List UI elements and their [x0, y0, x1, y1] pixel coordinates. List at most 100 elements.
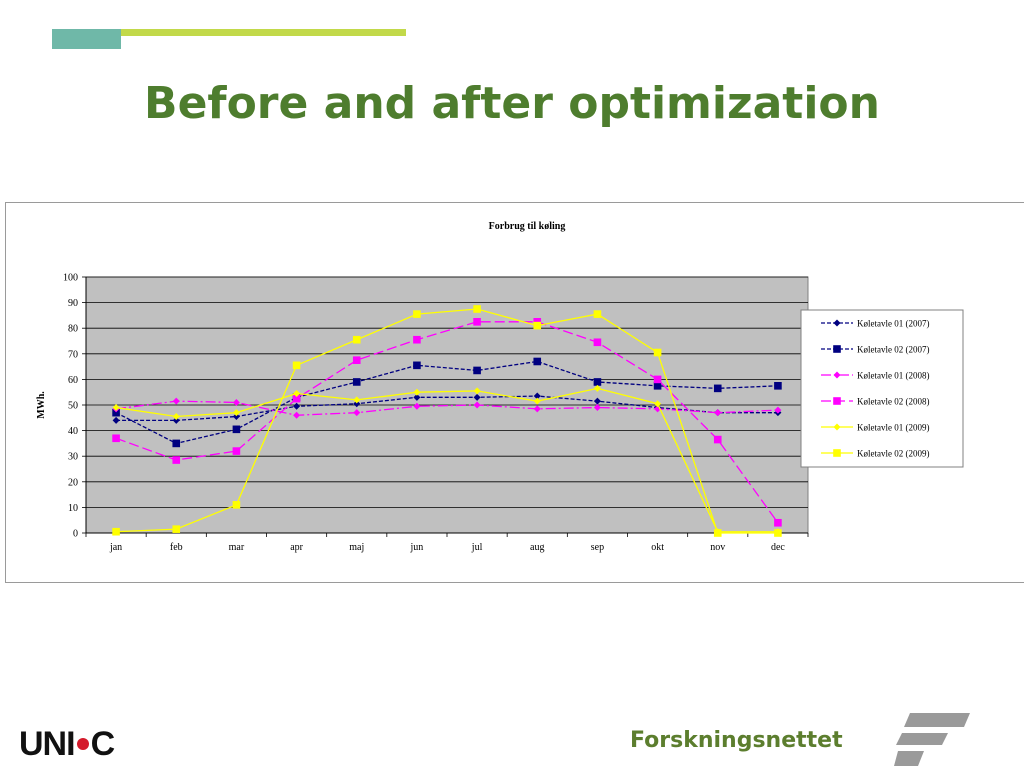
- series-6: [112, 305, 782, 537]
- data-point: [533, 321, 542, 330]
- unic-logo-dot: [76, 737, 89, 750]
- legend-label: Køletavle 01 (2008): [857, 371, 929, 381]
- data-point: [413, 393, 421, 401]
- data-point: [172, 416, 180, 424]
- data-point: [533, 405, 541, 413]
- data-point: [112, 527, 120, 536]
- series-line: [115, 321, 779, 524]
- y-tick-label: 60: [68, 375, 78, 386]
- data-point: [653, 382, 662, 390]
- data-point: [774, 518, 782, 527]
- x-tick-label: jul: [471, 542, 483, 553]
- data-point: [533, 318, 542, 326]
- legend-item: Køletavle 02 (2008): [821, 397, 929, 407]
- series-line: [116, 308, 778, 534]
- data-point: [593, 384, 601, 392]
- y-tick-label: 90: [68, 298, 78, 309]
- data-point: [593, 404, 601, 412]
- x-tick-label: aug: [530, 542, 544, 553]
- legend-marker: [833, 397, 841, 405]
- x-tick-label: dec: [771, 542, 785, 553]
- data-point: [172, 525, 181, 533]
- data-point: [413, 361, 421, 370]
- legend-label: Køletavle 01 (2009): [857, 423, 929, 433]
- legend-box: [800, 309, 964, 468]
- y-axis-label: MWh.: [36, 391, 47, 419]
- data-point: [172, 456, 181, 464]
- legend-marker: [833, 449, 841, 457]
- data-point: [293, 402, 301, 410]
- data-point: [413, 310, 421, 318]
- x-tick-label: apr: [290, 542, 303, 553]
- legend-label: Køletavle 02 (2009): [857, 449, 929, 459]
- series-line: [115, 387, 778, 533]
- series-line: [116, 400, 778, 416]
- data-point: [112, 404, 120, 412]
- series-line: [116, 395, 778, 422]
- data-point: [473, 387, 481, 395]
- data-point: [654, 400, 662, 408]
- data-point: [714, 409, 722, 417]
- y-tick-label: 10: [68, 503, 78, 514]
- series-line: [115, 360, 778, 445]
- x-tick-label: maj: [349, 542, 364, 553]
- data-point: [172, 413, 180, 421]
- legend-item: Køletavle 02 (2007): [821, 345, 929, 355]
- data-point: [293, 389, 301, 397]
- data-point: [232, 425, 241, 434]
- data-point: [473, 366, 481, 375]
- unic-logo-text-uni: UNI: [19, 725, 76, 763]
- data-point: [112, 416, 120, 424]
- legend-label: Køletavle 02 (2007): [857, 345, 929, 355]
- legend-item: Køletavle 01 (2007): [821, 319, 929, 329]
- y-tick-label: 80: [68, 324, 78, 335]
- data-point: [413, 335, 421, 344]
- legend-item: Køletavle 02 (2009): [821, 449, 929, 459]
- data-point: [713, 384, 722, 393]
- title-accent-line: [121, 29, 406, 36]
- y-tick-label: 70: [68, 349, 78, 360]
- legend-marker: [833, 319, 841, 327]
- data-point: [413, 388, 421, 396]
- data-point: [593, 378, 602, 386]
- data-point: [473, 318, 481, 326]
- data-point: [533, 357, 542, 366]
- data-point: [353, 396, 361, 404]
- legend-marker: [833, 345, 841, 353]
- y-tick-label: 50: [68, 401, 78, 412]
- data-point: [352, 335, 361, 344]
- data-point: [232, 447, 241, 455]
- x-tick-label: mar: [229, 542, 245, 553]
- legend-marker: [833, 371, 841, 379]
- data-point: [292, 361, 301, 370]
- data-point: [292, 394, 301, 403]
- data-point: [232, 501, 241, 509]
- data-point: [232, 413, 240, 421]
- chart-frame: Forbrug til køling 0 10 20 30 40 50 60 70 80 90 100…: [5, 202, 1024, 583]
- data-point: [353, 400, 361, 408]
- x-tick-label: okt: [651, 542, 664, 553]
- data-point: [352, 356, 361, 364]
- legend-item: Køletavle 01 (2009): [821, 423, 929, 433]
- data-point: [774, 529, 782, 537]
- slide-title: Before and after optimization: [144, 78, 880, 129]
- line-chart: Forbrug til køling 0 10 20 30 40 50 60 70 80 90 100…: [36, 221, 964, 553]
- data-point: [774, 382, 782, 390]
- data-point: [593, 338, 602, 347]
- data-point: [413, 402, 421, 410]
- x-tick-label: jan: [109, 542, 122, 553]
- unic-logo-text-c: C: [90, 725, 116, 763]
- data-point: [593, 310, 602, 318]
- x-tick-label: jun: [410, 542, 424, 553]
- legend-marker: [833, 423, 841, 431]
- legend: Køletavle 01 (2007) Køletavle 02 (2007) Kø…: [800, 309, 964, 468]
- y-tick-label: 30: [68, 452, 78, 463]
- data-point: [593, 397, 601, 405]
- forskningsnettet-logo-mark-icon: [894, 713, 970, 766]
- data-point: [232, 398, 240, 406]
- data-point: [293, 411, 301, 419]
- data-point: [653, 375, 662, 384]
- data-point: [713, 435, 722, 444]
- y-tick-label: 40: [68, 426, 78, 437]
- data-point: [112, 408, 120, 417]
